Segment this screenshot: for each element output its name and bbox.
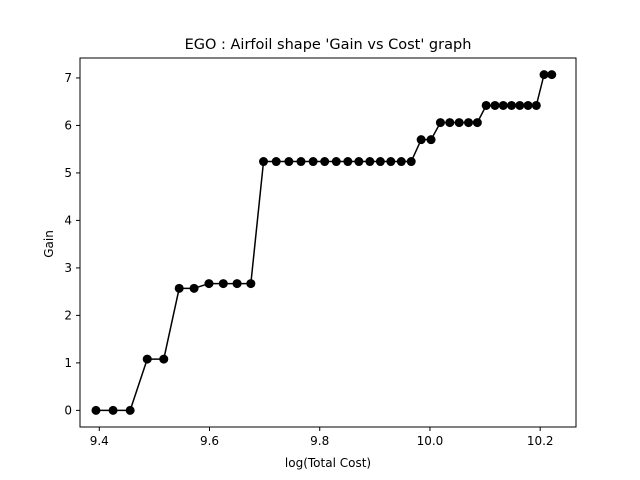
data-point — [259, 157, 269, 167]
y-tick-label: 7 — [64, 71, 72, 85]
data-point — [218, 279, 228, 289]
data-point — [246, 279, 256, 289]
data-point — [271, 157, 281, 167]
axes-frame — [79, 57, 577, 428]
data-point — [174, 283, 184, 293]
data-point — [490, 100, 500, 110]
data-point — [464, 118, 474, 128]
y-tick-label: 3 — [64, 261, 72, 275]
data-point — [396, 157, 406, 167]
data-point — [296, 157, 306, 167]
x-tick-label: 9.4 — [90, 434, 109, 448]
chart-title: EGO : Airfoil shape 'Gain vs Cost' graph — [185, 37, 472, 53]
data-point — [531, 100, 541, 110]
data-point — [481, 100, 491, 110]
data-point — [454, 118, 464, 128]
data-point — [142, 354, 152, 364]
y-tick-label: 5 — [64, 166, 72, 180]
data-point — [472, 118, 482, 128]
data-point — [204, 279, 214, 289]
data-point — [343, 157, 353, 167]
data-point — [498, 100, 508, 110]
y-tick-label: 4 — [64, 213, 72, 227]
data-point — [445, 118, 455, 128]
data-point — [539, 70, 549, 80]
data-point — [284, 157, 294, 167]
data-point — [108, 405, 118, 415]
data-point — [189, 283, 199, 293]
data-point — [386, 157, 396, 167]
y-tick-label: 1 — [64, 356, 72, 370]
data-point — [375, 157, 385, 167]
data-point — [354, 157, 364, 167]
y-axis-label: Gain — [42, 230, 56, 258]
y-tick-label: 6 — [64, 118, 72, 132]
data-point — [435, 118, 445, 128]
plot-area — [79, 57, 577, 428]
x-tick-label: 10.0 — [417, 434, 444, 448]
data-point — [365, 157, 375, 167]
data-point — [515, 100, 525, 110]
y-tick-label: 0 — [64, 403, 72, 417]
data-point — [125, 405, 135, 415]
y-tick-label: 2 — [64, 308, 72, 322]
x-tick-label: 9.6 — [200, 434, 219, 448]
x-axis-label: log(Total Cost) — [285, 456, 371, 470]
data-point — [159, 354, 169, 364]
data-point — [523, 100, 533, 110]
x-tick-label: 10.2 — [527, 434, 554, 448]
data-point — [308, 157, 318, 167]
data-point — [406, 157, 416, 167]
data-point — [320, 157, 330, 167]
data-point — [426, 135, 436, 145]
x-tick-label: 9.8 — [310, 434, 329, 448]
data-point — [416, 135, 426, 145]
data-point — [507, 100, 517, 110]
axis-ticks: 9.4 9.6 9.8 10.0 10.2 0 1 2 3 4 5 6 7 — [64, 71, 553, 448]
data-point — [331, 157, 341, 167]
data-point — [547, 70, 557, 80]
data-point — [232, 279, 242, 289]
data-point — [91, 405, 101, 415]
